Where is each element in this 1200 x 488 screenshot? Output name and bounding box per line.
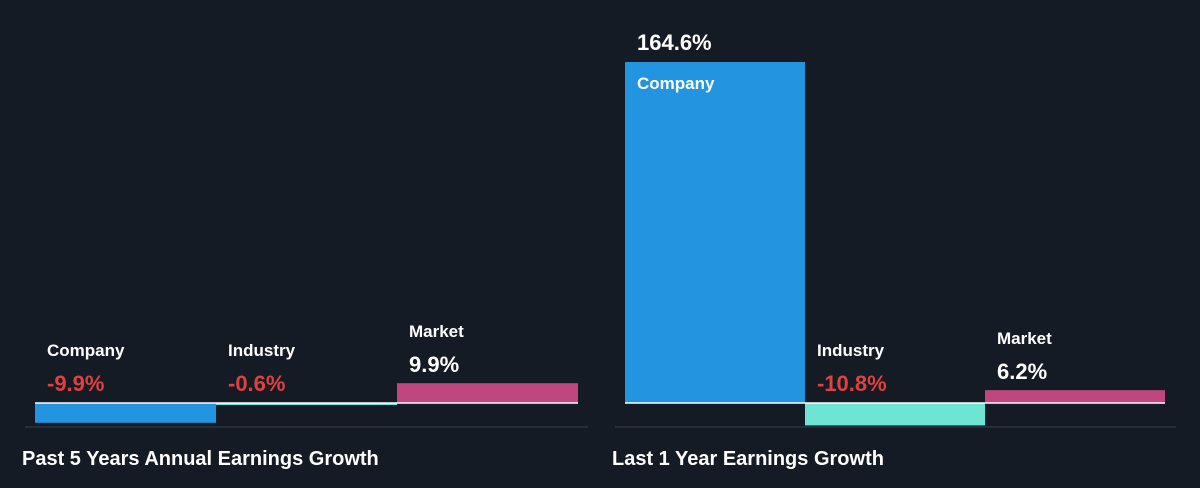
category-label-market: Market (409, 322, 464, 341)
category-label-industry: Industry (228, 341, 296, 360)
category-label-industry: Industry (817, 341, 885, 360)
bar-market (985, 390, 1165, 403)
value-label-company: 164.6% (637, 30, 712, 55)
category-label-company: Company (47, 341, 125, 360)
value-label-industry: -0.6% (228, 371, 285, 396)
chart-title: Last 1 Year Earnings Growth (612, 448, 884, 470)
panel-last-1-year: Company 164.6% Industry -10.8% Market 6.2% Las… (612, 30, 1176, 470)
value-label-market: 9.9% (409, 352, 459, 377)
bar-company (625, 62, 805, 403)
chart-title: Past 5 Years Annual Earnings Growth (22, 448, 379, 470)
value-label-industry: -10.8% (817, 371, 887, 396)
bar-company (35, 403, 216, 423)
bar-industry (805, 403, 985, 426)
bar-market (397, 383, 578, 403)
panel-past-5-years: Company -9.9% Industry -0.6% Market 9.9% Past … (22, 322, 588, 470)
value-label-market: 6.2% (997, 359, 1047, 384)
category-label-company: Company (637, 74, 715, 93)
category-label-market: Market (997, 329, 1052, 348)
value-label-company: -9.9% (47, 371, 104, 396)
bar-industry (216, 403, 397, 405)
